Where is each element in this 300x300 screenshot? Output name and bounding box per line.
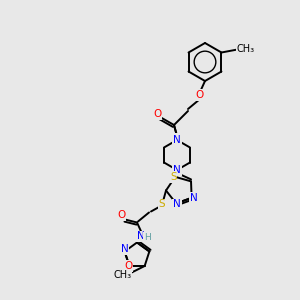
- Text: S: S: [159, 200, 165, 209]
- Text: O: O: [124, 261, 133, 271]
- Text: H: H: [144, 233, 150, 242]
- Text: O: O: [196, 90, 204, 100]
- Text: CH₃: CH₃: [114, 270, 132, 280]
- Text: N: N: [173, 134, 181, 144]
- Text: N: N: [137, 232, 145, 242]
- Text: CH₃: CH₃: [236, 44, 254, 55]
- Text: S: S: [170, 172, 176, 182]
- Text: N: N: [121, 244, 128, 254]
- Text: N: N: [173, 200, 181, 209]
- Text: N: N: [173, 135, 181, 145]
- Text: O: O: [153, 109, 161, 119]
- Text: N: N: [190, 193, 197, 203]
- Text: N: N: [173, 165, 181, 175]
- Text: O: O: [117, 211, 125, 220]
